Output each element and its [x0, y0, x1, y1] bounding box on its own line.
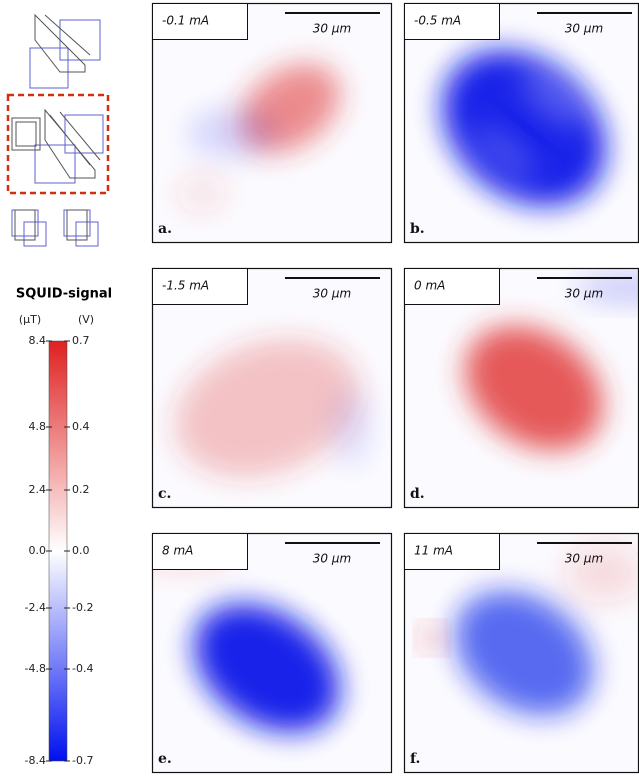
- panel-letter: c.: [158, 486, 171, 502]
- panel-letter: e.: [158, 751, 172, 767]
- signal-blob: [175, 338, 359, 478]
- right-tick-label: -0.2: [72, 601, 93, 614]
- panel: 0 mA 30 μm d.: [403, 267, 639, 509]
- left-tick-label: 2.4: [29, 483, 47, 496]
- current-label: -1.5 mA: [162, 279, 209, 293]
- schematic: [6, 13, 110, 247]
- left-tick-label: -4.8: [25, 662, 46, 675]
- signal-blob: [194, 603, 340, 733]
- signal-blob: [521, 68, 587, 128]
- left-unit: (μT): [19, 313, 41, 326]
- panel-letter: f.: [410, 751, 420, 767]
- panel: -1.5 mA 30 μm c.: [151, 267, 393, 509]
- right-tick-label: 0.4: [72, 420, 90, 433]
- panel: 11 mA 30 μm f.: [403, 532, 639, 774]
- scale-label: 30 μm: [565, 552, 603, 566]
- right-unit: (V): [78, 313, 94, 326]
- panel-letter: d.: [410, 486, 425, 502]
- scale-label: 30 μm: [313, 22, 351, 36]
- signal-blob: [332, 388, 372, 468]
- signal-blob: [187, 108, 277, 158]
- signal-blob: [464, 325, 604, 451]
- signal-blob: [422, 628, 442, 648]
- left-tick-label: 0.0: [29, 544, 47, 557]
- colorbar-title: SQUID-signal: [16, 287, 112, 302]
- signal-blob: [564, 543, 639, 603]
- right-tick-label: 0.0: [72, 544, 90, 557]
- squid-image: [404, 3, 639, 243]
- panel-frame: [151, 267, 393, 509]
- signal-blob: [574, 273, 639, 303]
- squid-image: [152, 3, 392, 243]
- scale-label: 30 μm: [565, 22, 603, 36]
- scale-label: 30 μm: [313, 287, 351, 301]
- label-box: [152, 268, 248, 305]
- squid-image: [404, 533, 639, 773]
- current-label: -0.1 mA: [162, 14, 209, 28]
- label-box: [152, 3, 248, 40]
- scale-label: 30 μm: [313, 552, 351, 566]
- current-label: 0 mA: [414, 279, 445, 293]
- label-box: [152, 533, 248, 570]
- panel-letter: a.: [158, 221, 172, 237]
- squid-image: [152, 268, 392, 508]
- current-label: -0.5 mA: [414, 14, 461, 28]
- label-box: [404, 3, 500, 40]
- left-tick-label: -8.4: [25, 754, 46, 767]
- squid-image: [152, 533, 392, 773]
- right-tick-label: -0.4: [72, 662, 93, 675]
- right-tick-label: -0.7: [72, 754, 93, 767]
- squid-image: [404, 268, 639, 508]
- panel: -0.5 mA 30 μm b.: [403, 2, 639, 244]
- panel-frame: [151, 532, 393, 774]
- right-tick-label: 0.7: [72, 334, 90, 347]
- left-tick-label: -2.4: [25, 601, 46, 614]
- panel-letter: b.: [410, 221, 425, 237]
- current-label: 8 mA: [162, 544, 193, 558]
- label-box: [404, 268, 500, 305]
- signal-blob: [471, 124, 537, 182]
- right-tick-label: 0.2: [72, 483, 90, 496]
- panel: -0.1 mA 30 μm a.: [151, 2, 393, 244]
- signal-blob: [454, 590, 594, 716]
- signal-blob: [177, 173, 227, 213]
- panel: 8 mA 30 μm e.: [151, 532, 393, 774]
- label-box: [404, 533, 500, 570]
- left-tick-label: 4.8: [29, 420, 47, 433]
- scale-label: 30 μm: [565, 287, 603, 301]
- current-label: 11 mA: [414, 544, 453, 558]
- panel-frame: [151, 2, 393, 244]
- left-tick-label: 8.4: [29, 334, 47, 347]
